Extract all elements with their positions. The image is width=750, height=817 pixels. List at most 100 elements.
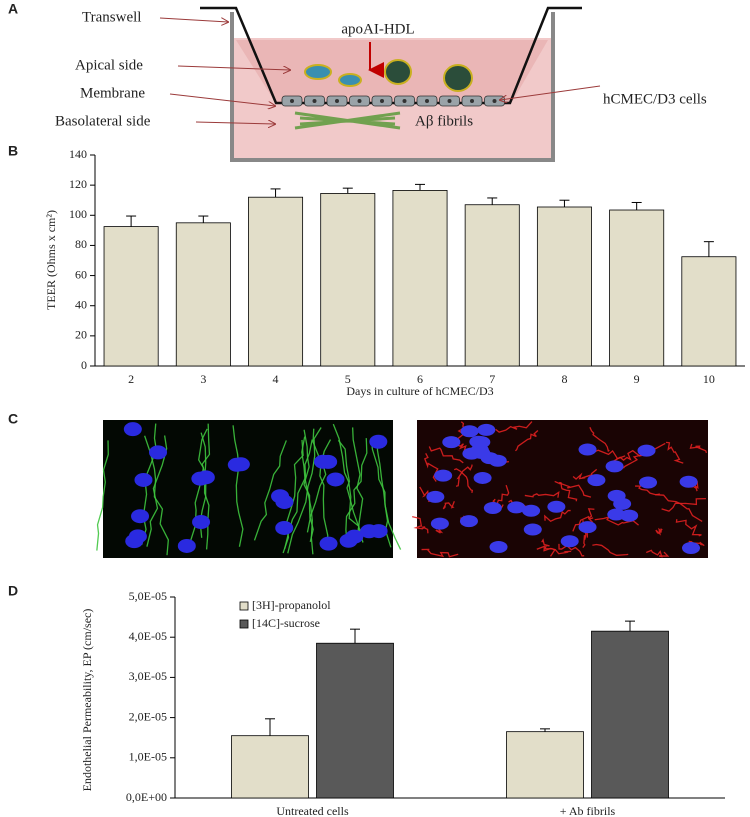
label-arrows [159,17,601,124]
junction [370,439,402,550]
nucleus [587,474,606,487]
junction [428,446,464,464]
y-axis-label: Endothelial Permeability, EP (cm/sec) [80,609,94,792]
nucleus [459,515,478,528]
nucleus [313,454,332,469]
junction [421,548,459,558]
y-tick-label: 60 [75,267,87,281]
nucleus [488,454,507,467]
diagram-label: Basolateral side [55,113,151,129]
y-tick-label: 0 [81,358,87,372]
nucleus [470,99,474,103]
y-tick-label: 40 [75,297,87,311]
nucleus [607,489,626,502]
nucleus [430,517,449,530]
bar [248,196,304,367]
x-tick-label: 9 [634,372,640,386]
junction [312,428,329,545]
diagram-label: Membrane [80,85,145,101]
junction [345,438,368,546]
diagram-label: hCMEC/D3 cells [603,91,707,107]
junction [303,429,311,533]
nucleus [177,538,196,553]
bar [609,209,665,367]
nucleus [477,423,496,436]
fibrils [294,111,401,130]
nucleus [192,515,211,530]
nucleus [492,99,497,103]
x-tick-label: 6 [417,372,423,386]
junction [689,443,708,454]
junction [332,423,360,544]
bar [392,190,448,367]
insert [200,6,582,105]
nucleus [489,541,508,554]
nucleus [469,435,488,448]
y-tick-label: 2,0E-05 [129,709,167,723]
transwell-diagram: Transwell Apical side Membrane Basolater… [55,6,707,162]
nucleus [290,99,294,103]
nucleus [402,99,407,103]
bar [536,206,592,367]
bar [464,204,520,367]
y-axis-label: TEER (Ohms x cm²) [44,210,58,310]
nucleus [425,99,429,103]
x-tick-label: + Ab fibrils [560,804,616,817]
panel-label: C [8,411,18,427]
junction [524,491,560,498]
junction [572,468,598,480]
x-tick-label: 4 [273,372,279,386]
junction [455,464,473,487]
nucleus [578,443,597,456]
panel-label: A [8,1,18,17]
nucleus [275,520,294,535]
junction [655,527,663,536]
nucleus [620,509,639,522]
nucleus [380,99,384,103]
nucleus [231,457,250,472]
junction [544,509,571,523]
junction [675,519,702,537]
well [230,12,555,162]
nucleus [369,524,388,539]
junction [495,421,533,433]
nucleus [560,535,579,548]
nucleus [442,436,461,449]
nucleus [682,541,701,554]
x-tick-label: 3 [200,372,206,386]
nucleus [447,99,452,103]
y-tick-label: 4,0E-05 [129,629,167,643]
junction [253,440,287,541]
junction [376,438,392,548]
legend-label: [3H]-propanolol [252,598,331,612]
junction [301,436,314,555]
panel-label: B [8,143,18,159]
y-tick-label: 20 [75,328,87,342]
junction [200,432,210,550]
junction [143,435,170,556]
junction [442,501,455,510]
bar [506,731,584,799]
junction [592,543,629,556]
junction [613,449,644,462]
nucleus [123,422,142,437]
junction [453,468,474,493]
nucleus [472,446,491,459]
junction [655,494,703,522]
junction [665,441,684,464]
junction [514,430,539,452]
micrograph-content [96,421,708,558]
nucleus [507,501,526,514]
bar [591,630,669,799]
y-tick-label: 5,0E-05 [129,589,167,603]
y-tick-label: 0,0E+00 [126,790,167,804]
nucleus [319,536,338,551]
nucleus [434,469,453,482]
nucleus [547,500,566,513]
nucleus [460,425,479,438]
junction [661,497,706,512]
nucleus [131,509,150,524]
junction [536,545,572,555]
legend-label: [14C]-sucrose [252,616,320,630]
